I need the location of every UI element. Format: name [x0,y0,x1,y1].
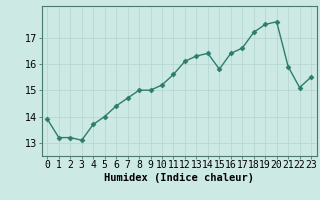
X-axis label: Humidex (Indice chaleur): Humidex (Indice chaleur) [104,173,254,183]
